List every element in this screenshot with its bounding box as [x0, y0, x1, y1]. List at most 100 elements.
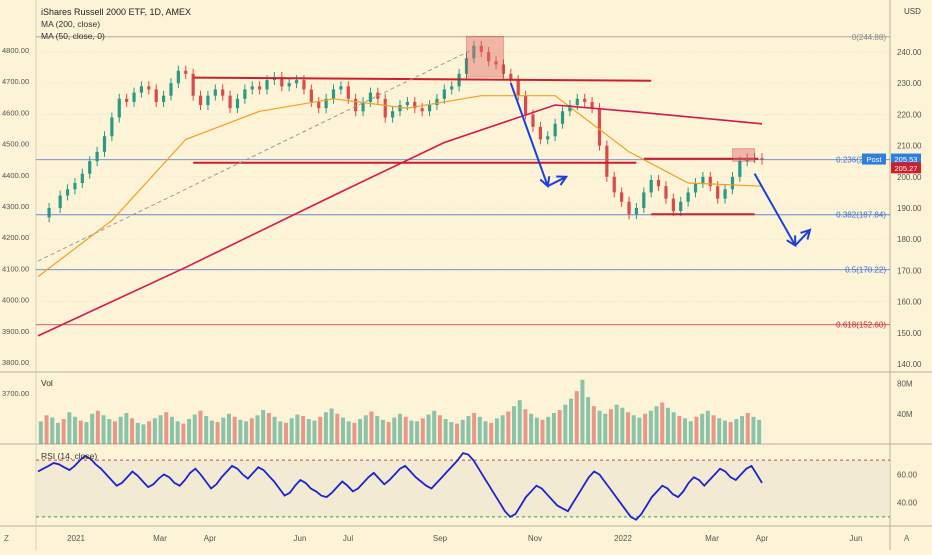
volume-bar	[563, 404, 568, 444]
candle-body	[738, 161, 742, 177]
volume-bar	[711, 415, 716, 444]
volume-bar	[608, 409, 613, 444]
candle-body	[331, 89, 336, 99]
volume-bar	[728, 422, 733, 444]
candle-body	[568, 105, 572, 112]
volume-bar	[50, 417, 55, 444]
volume-bar	[198, 410, 203, 444]
volume-bar	[204, 416, 209, 444]
candle-body	[309, 89, 313, 102]
volume-bar	[591, 406, 596, 444]
candle-body	[324, 98, 328, 109]
volume-bar	[306, 419, 311, 444]
volume-bar	[665, 407, 670, 444]
volume-bar	[329, 408, 334, 444]
volume-bar	[95, 410, 100, 444]
candle-body	[538, 126, 542, 140]
down-arrow-2	[753, 173, 797, 246]
recent-highlight-box	[731, 148, 756, 162]
x-axis-tick: Apr	[204, 534, 217, 543]
x-axis-tick: Nov	[528, 534, 542, 543]
volume-bar	[477, 416, 482, 444]
volume-bar	[523, 409, 528, 444]
volume-bar	[340, 417, 345, 444]
down-arrow-2-tail	[794, 229, 811, 247]
candle-body	[590, 101, 594, 109]
candle-body	[391, 111, 395, 118]
candle-body	[523, 95, 528, 115]
volume-bar	[130, 418, 135, 444]
volume-bar	[409, 420, 414, 444]
candle-body	[664, 186, 668, 199]
candle-body	[450, 86, 454, 90]
left-axis-tick: 4700.00	[2, 77, 29, 86]
volume-bar	[489, 422, 494, 444]
rsi-line	[37, 452, 763, 521]
volume-bar	[603, 413, 608, 444]
volume-bar	[586, 397, 591, 444]
volume-bar	[534, 417, 539, 444]
candle-body	[627, 201, 631, 215]
volume-bar	[472, 413, 477, 444]
x-axis-tick: Jun	[294, 534, 307, 543]
down-arrow-1-tail	[547, 175, 567, 188]
candle-body	[265, 80, 269, 90]
volume-bar	[147, 421, 152, 444]
volume-bar	[626, 412, 631, 444]
candle-body	[117, 98, 121, 118]
candle-body	[501, 64, 506, 74]
candle-body	[317, 101, 321, 109]
fib-level-label: 0(244.88)	[852, 33, 887, 42]
volume-bar	[745, 413, 750, 444]
volume-bar	[631, 415, 636, 444]
volume-bar	[101, 415, 106, 444]
volume-bar	[169, 416, 174, 444]
volume-bar	[392, 417, 397, 444]
volume-bar	[38, 421, 43, 444]
volume-bar	[751, 416, 756, 444]
candle-body	[302, 80, 306, 90]
volume-bar	[215, 422, 220, 444]
candle-body	[258, 86, 262, 90]
volume-label: Vol	[41, 378, 53, 388]
fib-level-label: 0.618(152.60)	[836, 321, 886, 330]
volume-bar	[363, 415, 368, 444]
candle-body	[693, 183, 698, 193]
volume-bar	[61, 419, 66, 444]
volume-bar	[529, 413, 534, 444]
volume-bar	[643, 413, 648, 444]
volume-bar	[187, 419, 192, 444]
right-axis-tick: 210.00	[897, 142, 922, 151]
corner-left-label[interactable]: Z	[4, 534, 9, 543]
volume-bar	[352, 422, 357, 444]
right-axis-tick: 200.00	[897, 173, 922, 182]
chart-title: iShares Russell 2000 ETF, 1D, AMEX	[41, 7, 191, 17]
candle-body	[354, 98, 358, 112]
candle-body	[442, 89, 446, 99]
volume-bar	[717, 418, 722, 444]
volume-bar	[580, 379, 585, 444]
volume-bar	[637, 417, 642, 444]
price-series	[37, 40, 764, 337]
candle-body	[110, 117, 114, 137]
volume-bar	[107, 419, 112, 444]
volume-bar	[249, 418, 254, 444]
candle-body	[730, 176, 735, 190]
candle-body	[95, 151, 99, 162]
candle-body	[560, 111, 565, 124]
candle-body	[125, 98, 129, 102]
candle-body	[413, 101, 417, 109]
volume-bar	[694, 416, 699, 444]
top-highlight-box	[465, 35, 504, 78]
volume-bar	[734, 419, 739, 444]
down-arrow-1-tail-head	[556, 175, 569, 186]
volume-bar	[164, 412, 169, 444]
volume-bar	[346, 421, 351, 444]
volume-bar	[671, 412, 676, 444]
volume-bar	[574, 391, 579, 444]
volume-bar	[437, 415, 442, 444]
candle-body	[612, 176, 616, 193]
volume-bar	[500, 415, 505, 444]
candle-body	[376, 92, 380, 99]
corner-right-label[interactable]: A	[904, 534, 910, 543]
